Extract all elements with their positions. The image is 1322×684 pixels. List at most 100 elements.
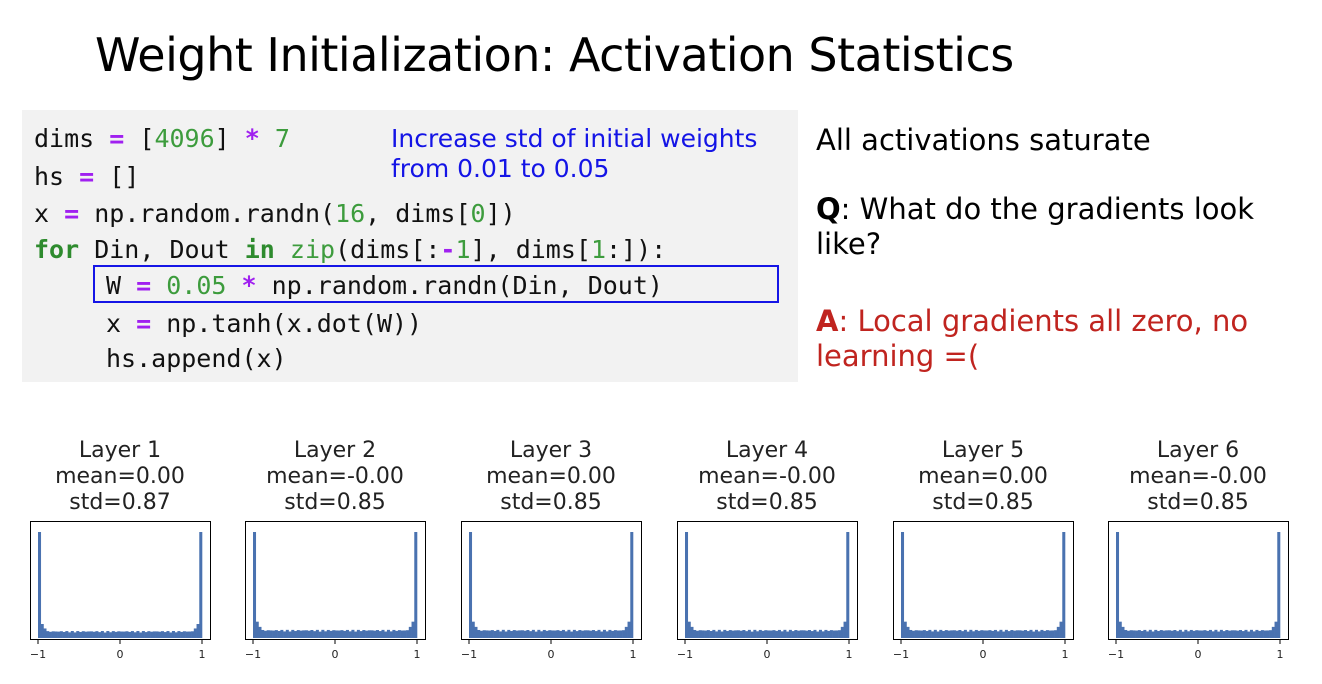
histogram-bar <box>510 631 514 638</box>
histogram-bar <box>783 629 787 638</box>
histogram-bar <box>155 631 159 638</box>
histogram-bar <box>504 631 508 638</box>
histogram-bar <box>958 630 962 638</box>
panel-std: std=0.85 <box>500 490 602 515</box>
histogram-bar <box>810 631 814 638</box>
histogram-bar <box>152 631 156 638</box>
histogram-bar <box>1040 629 1044 638</box>
x-tick-label: 0 <box>764 648 771 661</box>
panel-mean: mean=-0.00 <box>1129 464 1267 489</box>
histogram-bar <box>1249 629 1253 638</box>
x-tick-label: 0 <box>548 648 555 661</box>
histogram-bar <box>1247 631 1251 638</box>
histogram-bar <box>695 630 699 638</box>
saturate-statement: All activations saturate <box>816 123 1151 157</box>
histogram-bar <box>304 630 308 638</box>
histogram-bar <box>928 629 932 638</box>
histogram-bar <box>1219 629 1223 638</box>
histogram-bar <box>1263 630 1267 638</box>
histogram-bar <box>758 629 762 638</box>
histogram-bar <box>395 630 399 638</box>
histogram-bar <box>559 630 563 638</box>
histogram-bar <box>1024 630 1028 638</box>
histogram-bar <box>1015 630 1019 638</box>
histogram-bar <box>485 630 489 638</box>
x-tick-label: −1 <box>1108 648 1124 661</box>
code-line-5: W = 0.05 * np.random.randn(Din, Dout) <box>106 271 663 300</box>
histogram-bar <box>1271 626 1275 638</box>
histogram-bar <box>171 631 175 638</box>
histogram-bar <box>1266 630 1270 638</box>
histogram-bar <box>920 630 924 638</box>
histogram-bar <box>258 626 262 638</box>
histogram-bar <box>1269 630 1273 638</box>
histogram-bar <box>955 630 959 638</box>
histogram-bar <box>537 629 541 638</box>
histogram-bar <box>356 629 360 638</box>
histogram-bar <box>1157 631 1161 638</box>
histogram-bar <box>996 631 1000 638</box>
histogram-bar <box>128 631 132 638</box>
histogram-bar <box>182 631 186 638</box>
histogram-bar <box>797 630 801 638</box>
histogram-bar <box>471 621 475 638</box>
histogram-bar <box>332 630 336 638</box>
histogram-bar <box>567 629 571 638</box>
histogram-bar <box>1037 631 1041 638</box>
histogram-bar <box>840 626 844 638</box>
histogram-bar <box>723 629 727 638</box>
histogram-bar <box>747 629 751 638</box>
histogram-bar <box>359 631 363 638</box>
histogram-bar <box>1121 626 1125 638</box>
histogram-bar <box>1241 631 1245 638</box>
histogram-bar <box>961 631 965 638</box>
histogram-bar <box>294 631 298 638</box>
histogram-bar <box>397 630 401 638</box>
question-label: Q <box>816 192 841 226</box>
histogram-bar <box>469 532 473 638</box>
histogram-bar <box>1013 630 1017 638</box>
histogram-bar <box>87 631 91 638</box>
histogram-bar <box>586 630 590 638</box>
panel-mean: mean=0.00 <box>486 464 616 489</box>
x-tick-label: 0 <box>332 648 339 661</box>
histogram-bar <box>802 630 806 638</box>
histogram-bar <box>400 630 404 638</box>
histogram-plot: −1 0 1 <box>30 521 211 661</box>
histogram-bar <box>914 630 918 638</box>
histogram-bar <box>619 630 623 638</box>
histogram-bar <box>583 630 587 638</box>
histogram-bar <box>89 631 93 638</box>
histogram-bar <box>1195 630 1199 638</box>
histogram-bar <box>728 630 732 638</box>
histogram-bar <box>602 629 606 638</box>
histogram-bar <box>253 532 257 638</box>
histogram-bar <box>81 631 85 638</box>
histogram-bar <box>1132 630 1136 638</box>
histogram-bar <box>589 630 593 638</box>
histogram-bar <box>1236 630 1240 638</box>
code-line-6: x = np.tanh(x.dot(W)) <box>106 309 423 338</box>
histogram-bar <box>788 629 792 638</box>
histogram-bar <box>1274 621 1278 638</box>
histogram-bar <box>966 631 970 638</box>
histogram-bar <box>572 629 576 638</box>
question-text: Q: What do the gradients look like? <box>816 192 1255 261</box>
histogram-bar <box>1045 630 1049 638</box>
histogram-bar <box>321 629 325 638</box>
histogram-bar <box>1048 630 1052 638</box>
histogram-bar <box>488 630 492 638</box>
histogram-bar <box>98 632 102 638</box>
annotation-line-1: Increase std of initial weights <box>391 124 758 153</box>
histogram-bar <box>477 629 481 638</box>
panel-std: std=0.85 <box>1147 490 1249 515</box>
histogram-bar <box>274 630 278 638</box>
histogram-bar <box>302 630 306 638</box>
histogram-bar <box>974 629 978 638</box>
plot-frame <box>1108 521 1289 640</box>
histogram-bar <box>1225 630 1229 638</box>
histogram-bar <box>1200 630 1204 638</box>
histogram-bar <box>515 630 519 638</box>
histogram-bar <box>717 629 721 638</box>
x-tick-label: 1 <box>846 648 853 661</box>
